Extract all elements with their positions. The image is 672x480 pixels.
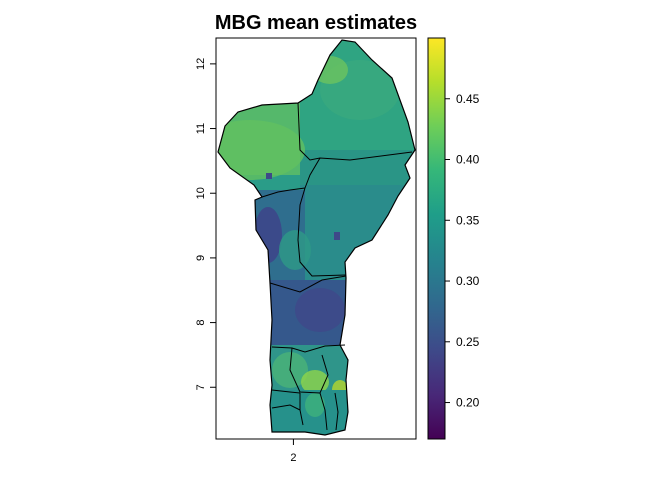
y-tick-label: 8 [195,320,207,326]
legend-tick-label: 0.20 [456,396,480,410]
legend-tick-label: 0.25 [456,335,480,349]
y-tick-label: 9 [195,255,207,261]
y-axis: 7 8 9 10 11 12 [195,58,216,390]
colorbar-ticks: 0.20 0.25 0.30 0.35 0.40 0.45 [445,92,480,410]
color-legend: 0.20 0.25 0.30 0.35 0.40 0.45 [427,37,480,440]
x-tick-label: 2 [290,452,296,464]
map-title: MBG mean estimates [215,12,417,34]
x-axis: 2 [290,439,296,464]
colorbar [427,37,446,440]
legend-tick-label: 0.30 [456,274,480,288]
plot-frame [215,37,417,440]
legend-tick-label: 0.40 [456,153,480,167]
legend-tick-label: 0.35 [456,213,480,227]
y-tick-label: 11 [195,123,207,134]
legend-tick-label: 0.45 [456,92,480,106]
y-tick-label: 12 [195,58,207,70]
y-tick-label: 10 [195,187,207,199]
department-boundaries [261,102,413,431]
y-tick-label: 7 [195,384,207,390]
